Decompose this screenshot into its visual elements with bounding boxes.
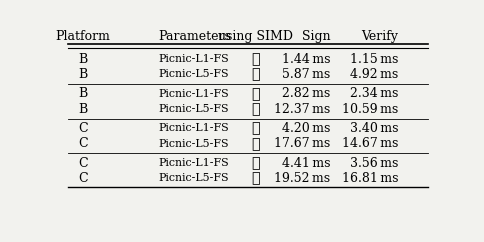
- Text: ✗: ✗: [251, 156, 260, 170]
- Text: B: B: [78, 103, 88, 115]
- Text: Picnic-L5-FS: Picnic-L5-FS: [158, 104, 228, 114]
- Text: B: B: [78, 53, 88, 66]
- Text: Picnic-L1-FS: Picnic-L1-FS: [158, 89, 228, 99]
- Text: ✗: ✗: [251, 171, 260, 185]
- Text: Picnic-L1-FS: Picnic-L1-FS: [158, 54, 228, 64]
- Text: 14.67 ms: 14.67 ms: [342, 137, 398, 150]
- Text: 4.20 ms: 4.20 ms: [282, 122, 331, 135]
- Text: Picnic-L5-FS: Picnic-L5-FS: [158, 139, 228, 149]
- Text: 2.82 ms: 2.82 ms: [282, 87, 331, 100]
- Text: 4.41 ms: 4.41 ms: [282, 157, 331, 170]
- Text: 16.81 ms: 16.81 ms: [342, 172, 398, 185]
- Text: 17.67 ms: 17.67 ms: [274, 137, 331, 150]
- Text: ✓: ✓: [251, 67, 260, 81]
- Text: 3.56 ms: 3.56 ms: [350, 157, 398, 170]
- Text: B: B: [78, 68, 88, 81]
- Text: 10.59 ms: 10.59 ms: [342, 103, 398, 115]
- Text: 19.52 ms: 19.52 ms: [274, 172, 331, 185]
- Text: C: C: [78, 137, 88, 150]
- Text: ✓: ✓: [251, 137, 260, 151]
- Text: using SIMD: using SIMD: [218, 30, 293, 43]
- Text: C: C: [78, 122, 88, 135]
- Text: Picnic-L1-FS: Picnic-L1-FS: [158, 158, 228, 168]
- Text: ✓: ✓: [251, 52, 260, 66]
- Text: Parameters: Parameters: [158, 30, 231, 43]
- Text: C: C: [78, 172, 88, 185]
- Text: 2.34 ms: 2.34 ms: [350, 87, 398, 100]
- Text: Picnic-L5-FS: Picnic-L5-FS: [158, 173, 228, 183]
- Text: ✗: ✗: [251, 87, 260, 101]
- Text: ✗: ✗: [251, 102, 260, 116]
- Text: 3.40 ms: 3.40 ms: [349, 122, 398, 135]
- Text: Verify: Verify: [361, 30, 398, 43]
- Text: Platform: Platform: [56, 30, 110, 43]
- Text: Picnic-L1-FS: Picnic-L1-FS: [158, 123, 228, 133]
- Text: 12.37 ms: 12.37 ms: [274, 103, 331, 115]
- Text: Sign: Sign: [302, 30, 331, 43]
- Text: B: B: [78, 87, 88, 100]
- Text: 1.44 ms: 1.44 ms: [282, 53, 331, 66]
- Text: C: C: [78, 157, 88, 170]
- Text: 1.15 ms: 1.15 ms: [350, 53, 398, 66]
- Text: Picnic-L5-FS: Picnic-L5-FS: [158, 69, 228, 79]
- Text: 5.87 ms: 5.87 ms: [282, 68, 331, 81]
- Text: 4.92 ms: 4.92 ms: [350, 68, 398, 81]
- Text: ✓: ✓: [251, 121, 260, 136]
